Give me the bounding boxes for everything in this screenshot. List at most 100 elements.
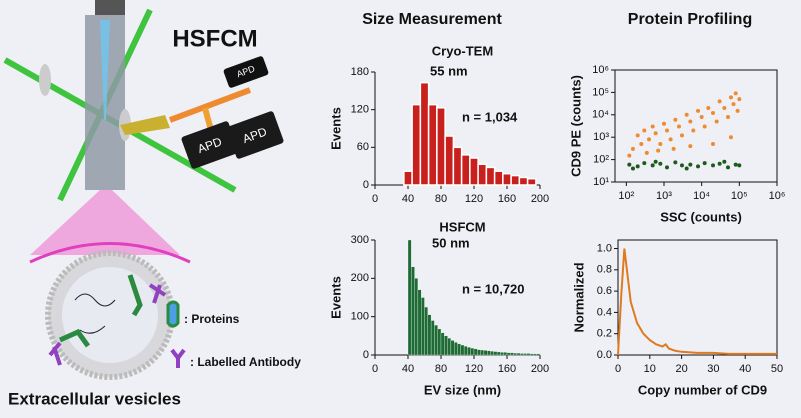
y-tick-label: 0.6 [597,285,612,297]
x-tick-label: 40 [402,193,414,205]
bar [500,352,504,356]
bar [436,107,446,186]
bar [467,347,471,356]
y-tick-label: 0 [363,349,369,361]
signal-beam [168,87,252,123]
point [668,137,673,142]
point [733,162,738,167]
bar [518,176,529,186]
point [673,117,678,122]
point [731,102,736,107]
x-tick-label: 50 [771,363,783,375]
bar [440,332,445,356]
x-tick-label: 40 [739,363,751,375]
point [725,114,730,119]
annotation: 50 nm [432,235,470,250]
axis-line [374,240,540,356]
x-tick-label: 0 [615,363,621,375]
bar [414,278,419,356]
point [679,163,684,168]
point [658,161,663,166]
y-tick-label: 200 [351,272,369,284]
y-tick-label: 1.0 [597,242,612,254]
x-tick-label: 30 [707,363,719,375]
point [696,164,701,169]
bar [460,154,471,186]
y-tick-label: 10⁴ [592,109,609,121]
zoom-arc [29,242,191,264]
x-tick-label: 80 [435,193,447,205]
detector [226,111,284,159]
bar [430,320,435,356]
bar [421,297,425,356]
bar [463,346,468,356]
bar [403,170,413,186]
point [702,161,707,166]
x-axis-label: EV size (nm) [424,382,501,397]
bar [533,353,537,356]
x-tick-label: 200 [531,193,549,205]
point [725,165,730,170]
section-title: Protein Profiling [628,11,752,28]
point [717,161,722,166]
bar [417,289,422,356]
bar [437,328,442,356]
objective [120,115,170,135]
point [662,121,667,126]
y-tick-label: 180 [351,66,369,78]
y-axis-label: Events [328,276,343,319]
point [711,111,716,116]
y-axis-label: CD9 PE (counts) [568,75,583,177]
device-title: HSFCM [172,25,257,52]
point [642,161,647,166]
x-tick-label: 0 [372,193,378,205]
x-tick-label: 40 [402,363,414,375]
legend-label: : Proteins [184,312,240,326]
cargo [74,293,116,334]
bar [503,352,508,356]
y-tick-label: 0.0 [597,349,612,361]
bar [473,348,478,356]
bar [496,351,501,356]
bar [444,135,455,186]
point [679,133,684,138]
bar [480,349,485,356]
y-tick-label: 0.4 [597,306,612,318]
x-axis-label: SSC (counts) [660,209,742,224]
point [658,141,663,146]
x-tick-label: 0 [372,363,378,375]
point [642,128,647,133]
x-tick-label: 160 [498,363,516,375]
chart-title: HSFCM [439,219,485,234]
detector [181,121,239,169]
x-tick-label: 160 [498,193,516,205]
bar [477,163,488,186]
y-tick-label: 10⁵ [592,86,609,98]
sample-stream [100,20,110,120]
bar [529,353,534,356]
antibody-icon [170,348,186,368]
x-tick-label: 10⁴ [693,190,710,202]
bar [502,172,512,186]
bar [457,343,461,356]
bar [460,344,465,356]
point [656,148,661,153]
section-title: Size Measurement [362,11,502,28]
bar [526,177,537,186]
point [664,165,669,170]
point [647,137,652,142]
bar [526,353,531,356]
bar [490,351,494,356]
point [627,153,632,158]
y-tick-label: 10¹ [593,176,609,188]
bar [427,314,432,356]
bar [487,350,491,356]
y-tick-label: 0.2 [597,328,612,340]
point [635,164,640,169]
point [684,112,689,117]
y-tick-label: 10³ [593,131,609,143]
point [688,144,693,149]
bar [477,349,481,356]
y-axis-label: Events [328,107,343,150]
